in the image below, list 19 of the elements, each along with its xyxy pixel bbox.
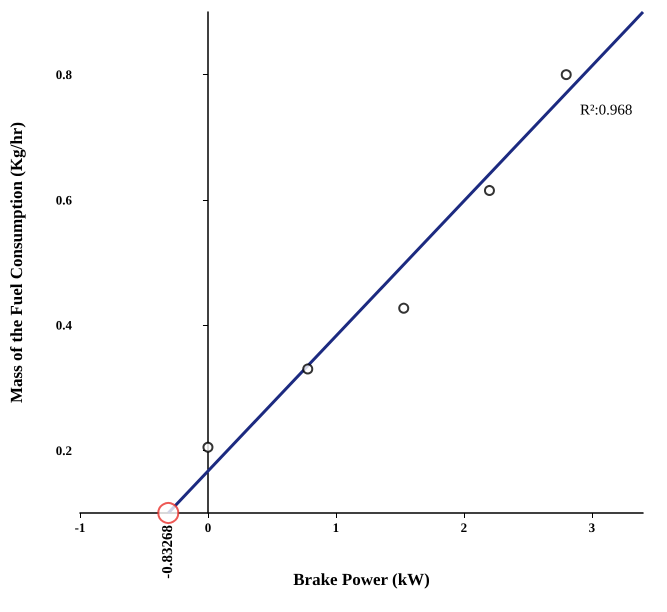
point (560, 69, 572, 80)
point (398, 302, 410, 314)
x-tick-label: 3 (588, 520, 596, 535)
y-tick-label: 0.4 (56, 318, 72, 333)
x-axis-title: Brake Power (kW) (293, 570, 430, 589)
y-tick-label: 0.2 (56, 442, 72, 458)
x-tick-label: 1 (332, 520, 340, 535)
y-tick-label: 0.8 (56, 67, 72, 82)
annotation: -0.83268 (160, 525, 176, 579)
point (157, 502, 180, 524)
annotation: R²:0.968 (580, 102, 632, 118)
point (484, 184, 495, 196)
x-tick-label: -1 (74, 520, 86, 535)
point (202, 442, 214, 453)
y-tick-label: 0.6 (56, 192, 72, 208)
x-tick-label: 2 (460, 520, 468, 535)
y-axis-title: Mass of the Fuel Consumption (Kg/hr) (7, 122, 26, 403)
x-tick-label: 0 (204, 520, 212, 535)
point (302, 363, 314, 374)
